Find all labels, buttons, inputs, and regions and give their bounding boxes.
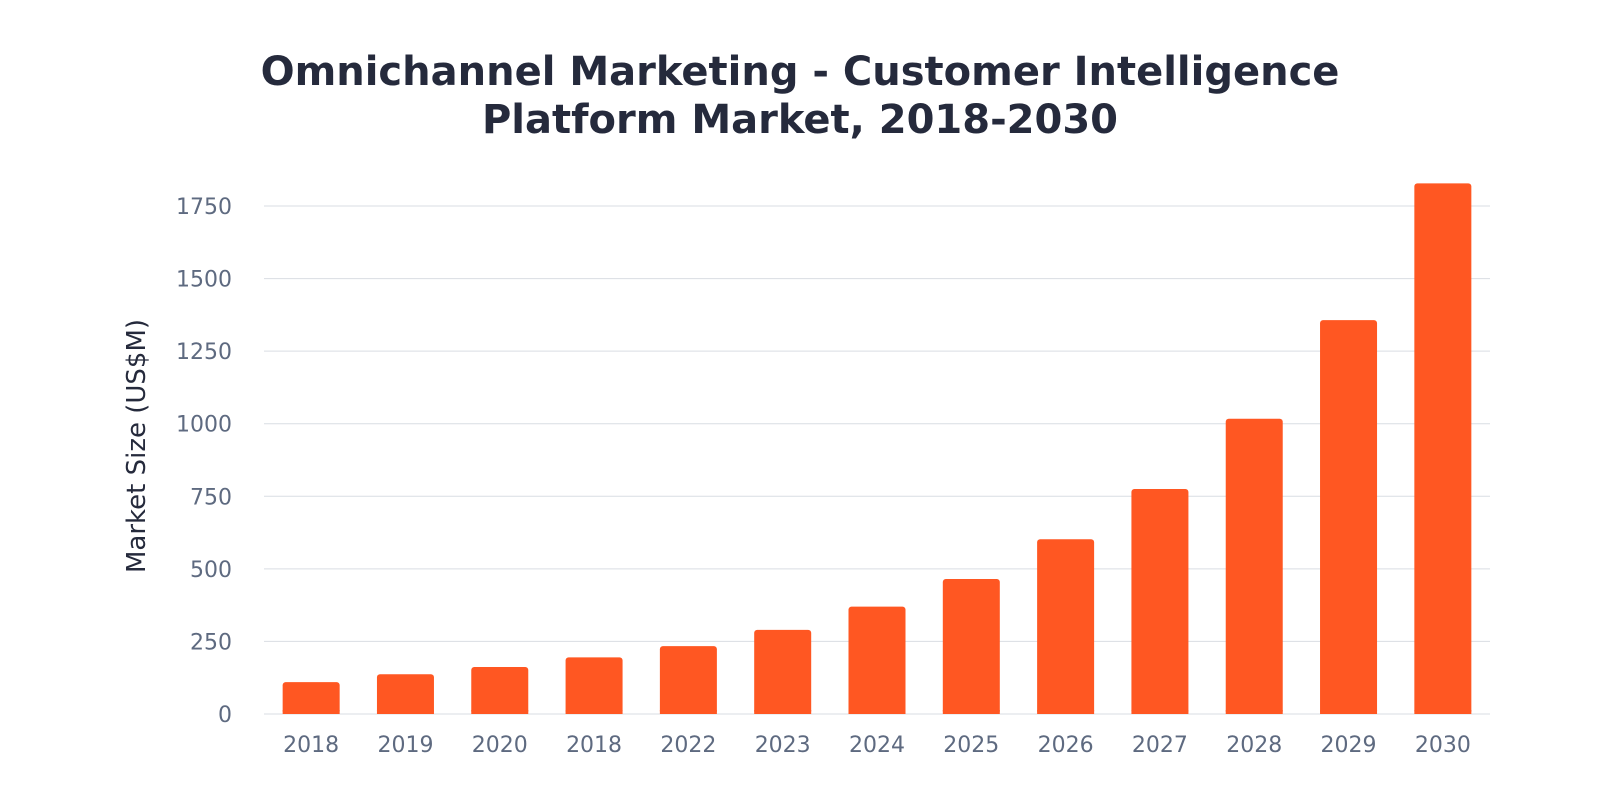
x-tick-label: 2024 [849, 733, 905, 758]
bar-2019-1 [376, 674, 434, 714]
bar-base [1131, 710, 1189, 714]
x-tick-label: 2019 [377, 733, 433, 758]
bar-base [1414, 710, 1472, 714]
y-tick-label: 1750 [176, 195, 232, 220]
y-tick-label: 1250 [176, 340, 232, 365]
bar-2024-6 [848, 606, 906, 714]
bar-2028-10 [1225, 418, 1283, 714]
chart-title-line-2: Platform Market, 2018-2030 [481, 97, 1119, 143]
x-tick-label: 2018 [283, 733, 339, 758]
y-axis-label: Market Size (US$M) [122, 319, 152, 573]
y-tick-label: 1000 [176, 413, 232, 438]
bar-base [565, 710, 623, 714]
y-tick-label: 250 [190, 630, 232, 655]
bar-2018-0 [282, 682, 340, 714]
bar-2022-4 [659, 646, 717, 714]
x-tick-label: 2028 [1226, 733, 1282, 758]
grid-lines [264, 205, 1490, 715]
x-tick-label: 2018 [566, 733, 622, 758]
bar-2025-7 [942, 579, 1000, 714]
y-tick-label: 500 [190, 558, 232, 583]
bar-2020-2 [471, 666, 529, 714]
bar-base [848, 710, 906, 714]
bar-base [1037, 710, 1095, 714]
chart-title-line-1: Omnichannel Marketing - Customer Intelli… [260, 49, 1340, 95]
bar-2018-3 [565, 657, 623, 714]
bar-2030-12 [1414, 183, 1472, 714]
x-tick-label: 2026 [1038, 733, 1094, 758]
bar-base [1225, 710, 1283, 714]
x-tick-label: 2029 [1321, 733, 1377, 758]
x-tick-label: 2022 [660, 733, 716, 758]
x-tick-label: 2023 [755, 733, 811, 758]
bar-base [471, 710, 529, 714]
y-axis-ticks: 0 250 500 750 1000 1250 1500 1750 [176, 195, 232, 728]
x-tick-label: 2020 [472, 733, 528, 758]
x-tick-label: 2027 [1132, 733, 1188, 758]
bars [282, 183, 1472, 714]
bar-2023-5 [754, 629, 812, 714]
y-tick-label: 0 [218, 703, 232, 728]
bar-2029-11 [1320, 320, 1378, 714]
x-axis-ticks: 2018 2019 2020 2018 2022 2023 2024 2025 2026 2027… [283, 733, 1471, 758]
chart-title: Omnichannel Marketing - Customer Intelli… [0, 48, 1600, 144]
bar-base [282, 710, 340, 714]
y-tick-label: 1500 [176, 268, 232, 293]
y-tick-label: 750 [190, 485, 232, 510]
x-tick-label: 2030 [1415, 733, 1471, 758]
bar-2027-9 [1131, 489, 1189, 714]
x-tick-label: 2025 [943, 733, 999, 758]
bar-base [376, 710, 434, 714]
bar-base [659, 710, 717, 714]
bar-2026-8 [1037, 539, 1095, 714]
bar-base [942, 710, 1000, 714]
bar-base [754, 710, 812, 714]
bar-base [1320, 710, 1378, 714]
